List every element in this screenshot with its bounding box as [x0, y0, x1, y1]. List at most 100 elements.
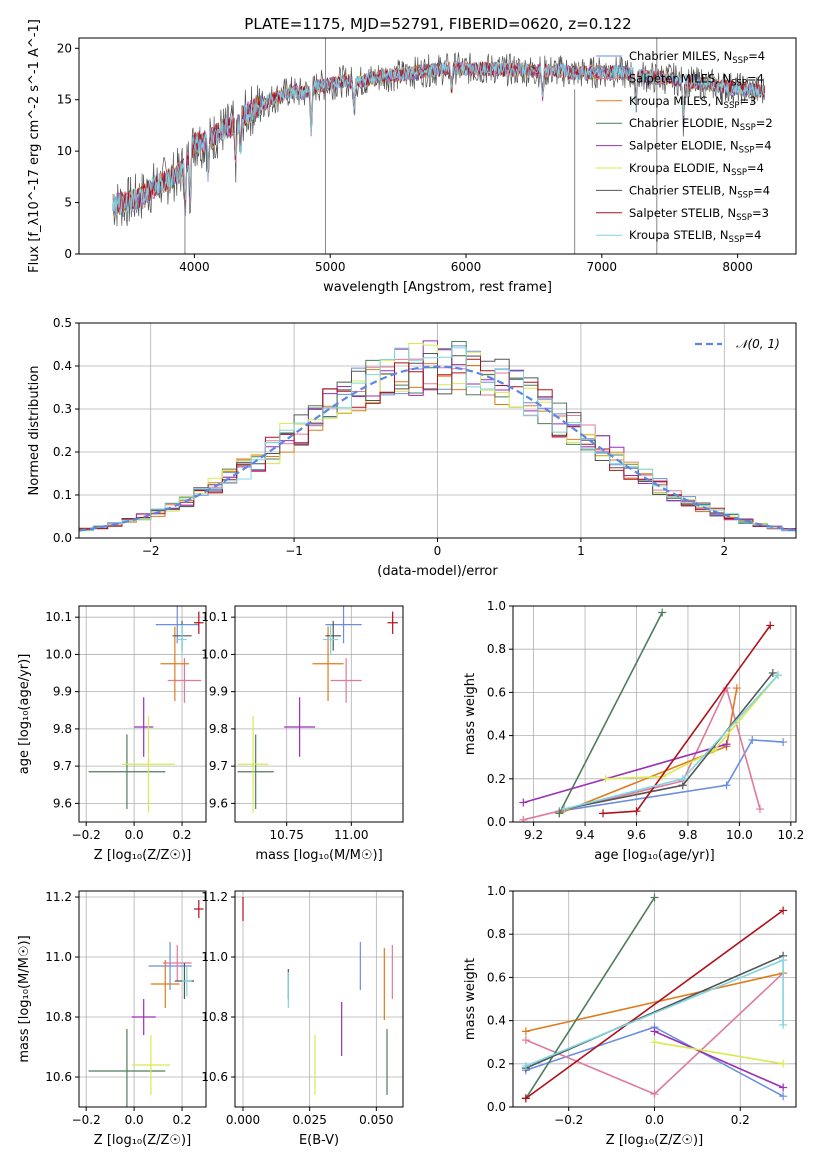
- mass_vs_Z-plot-area: [88, 900, 204, 1107]
- residuals-xtick-label: −2: [142, 544, 160, 558]
- mass_vs_Z-frame: [78, 890, 207, 1108]
- spectrum-xtick-label: 6000: [451, 260, 482, 274]
- figure-title: PLATE=1175, MJD=52791, FIBERID=0620, z=0…: [244, 15, 631, 33]
- age_vs_mass-ytick-label: 9.7: [209, 759, 228, 773]
- weight_vs_Z-marker-kroupa-stelib: [779, 956, 788, 965]
- age_vs_Z-ylabel: age [log₁₀(age/yr)]: [17, 654, 32, 775]
- weight_vs_Z-ytick-label: 0.6: [487, 970, 506, 984]
- residuals-ytick-label: 0.2: [53, 445, 72, 459]
- mass_vs_Z-xtick-label: −0.2: [72, 1113, 101, 1127]
- weight_vs_age-frame: [512, 605, 797, 823]
- mass_vs_Z-ylabel: mass [log₁₀(M/M☉)]: [17, 935, 32, 1062]
- weight_vs_age-xtick-label: 9.2: [524, 828, 543, 842]
- weight_vs_age-xtick-label: 9.6: [627, 828, 646, 842]
- weight_vs_Z-marker-chabrier-elodie: [650, 893, 659, 902]
- age_vs_mass-plot-area: [237, 606, 398, 813]
- weight_vs_age-marker-salpeter-stelib: [632, 807, 641, 816]
- residual-hist-chabrier-stelib: [79, 353, 796, 531]
- residual-legend-entry: 𝒩(0, 1): [736, 337, 780, 351]
- weight_vs_age-ytick-label: 1.0: [487, 599, 506, 613]
- age_vs_mass-ytick-label: 10.0: [201, 647, 228, 661]
- weight_vs_age-ytick-label: 0.4: [487, 729, 506, 743]
- legend-entry: Kroupa ELODIE, NSSP=4: [629, 161, 764, 178]
- weight_vs_Z-marker-salpeter-elodie: [779, 1083, 788, 1092]
- spectrum-xtick-label: 4000: [179, 260, 210, 274]
- spectrum-series-kroupa-stelib: [112, 59, 766, 215]
- weight_vs_age-marker-chabrier-elodie: [658, 608, 667, 617]
- weight_vs_Z-marker-salpeter-elodie: [650, 1027, 659, 1036]
- mass_vs_Z-ytick-label: 10.8: [45, 1010, 72, 1024]
- weight_vs_age-marker-salpeter-elodie: [519, 798, 528, 807]
- weight_vs_age-line-chabrier-miles: [559, 739, 784, 812]
- age_vs_Z-ytick-label: 10.0: [45, 647, 72, 661]
- residuals-xtick-label: −1: [285, 544, 303, 558]
- legend-entry: Kroupa MILES, NSSP=3: [629, 94, 756, 111]
- spectrum-ytick-label: 10: [57, 144, 72, 158]
- residuals-ytick-label: 0.1: [53, 488, 72, 502]
- residuals-xtick-label: 2: [720, 544, 728, 558]
- spectrum-xtick-label: 8000: [722, 260, 753, 274]
- weight_vs_Z-marker-kroupa-miles: [521, 1027, 530, 1036]
- residuals-ytick-label: 0.3: [53, 402, 72, 416]
- spectrum-legend: Chabrier MILES, NSSP=4 Salpeter MILES, NS…: [596, 49, 773, 245]
- weight_vs_Z-line-salpeter-elodie: [654, 1030, 784, 1089]
- weight_vs_age-xtick-label: 10.0: [726, 828, 753, 842]
- spectrum-frame: [78, 37, 797, 255]
- weight_vs_age-marker-kroupa-miles: [732, 684, 741, 693]
- weight_vs_age-xtick-label: 10.2: [777, 828, 804, 842]
- weight_vs_Z-xtick-label: 0.0: [645, 1113, 664, 1127]
- legend-entry: Kroupa STELIB, NSSP=4: [629, 228, 761, 245]
- weight_vs_Z-line-chabrier-stelib: [525, 955, 784, 1069]
- spectrum-series-salpeter-stelib: [112, 61, 766, 215]
- weight_vs_Z-marker-salpeter-stelib: [779, 906, 788, 915]
- age_vs_Z-frame: [78, 605, 207, 823]
- age_vs_Z-xtick-label: −0.2: [72, 828, 101, 842]
- weight_vs_Z-line-salpeter-stelib: [525, 909, 784, 1100]
- weight_vs_age-xtick-label: 9.4: [575, 828, 594, 842]
- spectrum-ytick-label: 5: [64, 196, 72, 210]
- weight_vs_Z-xtick-label: 0.2: [731, 1113, 750, 1127]
- age_vs_mass-xtick-label: 11.00: [334, 828, 368, 842]
- spectrum-ytick-label: 15: [57, 93, 72, 107]
- weight_vs_Z-ytick-label: 0.8: [487, 927, 506, 941]
- spectrum-plot-area: [112, 38, 766, 254]
- spectrum-xtick-label: 7000: [587, 260, 618, 274]
- age_vs_Z-ytick-label: 10.1: [45, 610, 72, 624]
- residuals-xtick-label: 0: [434, 544, 442, 558]
- weight_vs_Z-ytick-label: 1.0: [487, 884, 506, 898]
- weight_vs_Z-marker-kroupa-stelib: [779, 1020, 788, 1029]
- mass_vs_Z-axes: −0.2 0.0 0.2 10.6 10.8 11.0 11.2 Z [log₁₀(Z/Z☉)…: [17, 890, 207, 1148]
- mass_vs_EBV-axes: 0.000 0.025 0.050 10.6 10.8 11.0 11.2 E(B-V): [201, 890, 404, 1148]
- weight_vs_age-marker-salpeter-miles: [755, 805, 764, 814]
- age_vs_Z-ytick-label: 9.8: [53, 722, 72, 736]
- age_vs_mass-ytick-label: 9.6: [209, 796, 228, 810]
- weight_vs_age-marker-chabrier-stelib: [768, 668, 777, 677]
- weight_vs_age-axes: 9.2 9.4 9.6 9.8 10.0 10.2 0.0 0.2 0.4 0.6 0.8 1.0 ag…: [463, 599, 804, 863]
- legend-entry: Chabrier STELIB, NSSP=4: [629, 183, 770, 200]
- residuals-xlabel: (data-model)/error: [377, 564, 498, 579]
- weight_vs_Z-xtick-label: −0.2: [554, 1113, 583, 1127]
- residuals-ytick-label: 0.4: [53, 359, 72, 373]
- age_vs_mass-xtick-label: 10.75: [270, 828, 304, 842]
- weight_vs_Z-line-kroupa-miles: [525, 972, 784, 1033]
- weight_vs_age-line-kroupa-elodie: [605, 674, 779, 780]
- weight_vs_age-xtick-label: 9.8: [678, 828, 697, 842]
- legend-entry: Salpeter ELODIE, NSSP=4: [629, 139, 772, 156]
- weight_vs_Z-marker-chabrier-miles: [779, 1092, 788, 1101]
- weight_vs_Z-xlabel: Z [log₁₀(Z/Z☉)]: [606, 1133, 703, 1148]
- weight_vs_Z-ytick-label: 0.0: [487, 1100, 506, 1114]
- mass_vs_Z-ytick-label: 11.2: [45, 890, 72, 904]
- weight_vs_Z-line-kroupa-elodie: [654, 1041, 784, 1065]
- mass_vs_Z-xtick-label: 0.2: [172, 1113, 191, 1127]
- spectrum-ylabel: Flux [f_λ10^-17 erg cm^-2 s^-1 A^-1]: [27, 19, 42, 273]
- spectrum-axes: 4000 5000 6000 7000 8000 0 5 10 15 20 wavelength […: [27, 19, 797, 295]
- mass_vs_Z-xlabel: Z [log₁₀(Z/Z☉)]: [94, 1133, 191, 1148]
- age_vs_Z-plot-area: [88, 606, 204, 813]
- spectrum-ytick-label: 0: [64, 247, 72, 261]
- mass_vs_EBV-xtick-label: 0.000: [226, 1113, 260, 1127]
- weight_vs_Z-marker-kroupa-elodie: [779, 1059, 788, 1068]
- age_vs_Z-xtick-label: 0.2: [172, 828, 191, 842]
- mass_vs_EBV-ytick-label: 10.6: [201, 1070, 228, 1084]
- mass_vs_EBV-ytick-label: 10.8: [201, 1010, 228, 1024]
- weight_vs_age-marker-salpeter-miles: [519, 815, 528, 822]
